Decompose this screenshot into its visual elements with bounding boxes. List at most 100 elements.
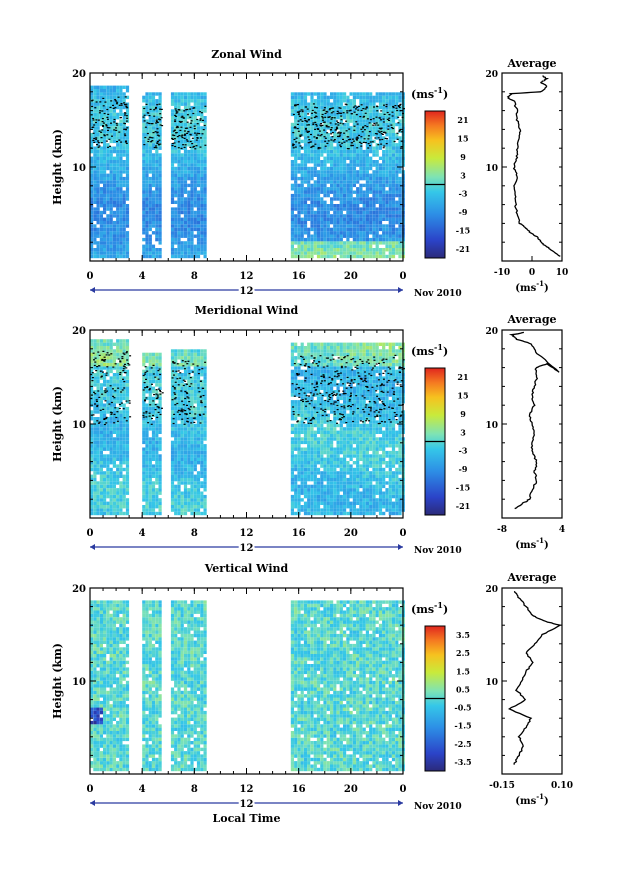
heatmap-cell: [106, 166, 110, 171]
heatmap-cell: [196, 461, 201, 465]
heatmap-cell: [200, 447, 204, 451]
heatmap-cell: [109, 447, 113, 451]
heatmap-cell: [320, 220, 324, 225]
heatmap-cell: [316, 207, 321, 211]
heatmap-cell: [336, 136, 340, 140]
heatmap-cell: [145, 149, 149, 154]
heatmap-cell: [183, 427, 188, 431]
heatmap-cell: [316, 105, 321, 110]
heatmap-cell: [200, 396, 204, 401]
heatmap-cell: [177, 129, 181, 133]
heatmap-cell: [187, 92, 191, 96]
heatmap-cell: [203, 505, 207, 509]
heatmap-cell: [200, 156, 204, 160]
heatmap-cell: [109, 369, 113, 374]
heatmap-cell: [391, 224, 396, 228]
heatmap-cell: [398, 193, 402, 198]
contour-mark: [353, 129, 356, 131]
heatmap-cell: [297, 95, 301, 100]
heatmap-cell: [151, 359, 156, 363]
contour-mark: [173, 142, 176, 144]
heatmap-cell: [183, 207, 188, 211]
heatmap-cell: [116, 413, 120, 417]
heatmap-cell: [99, 430, 103, 434]
heatmap-cell: [303, 254, 308, 259]
heatmap-cell: [323, 200, 327, 204]
heatmap-cell: [297, 143, 301, 147]
heatmap-cell: [307, 116, 311, 120]
heatmap-cell: [339, 139, 343, 144]
heatmap-cell: [109, 362, 113, 367]
contour-mark: [322, 117, 324, 119]
heatmap-cell: [365, 180, 369, 184]
heatmap-cell: [96, 457, 100, 461]
heatmap-cell: [200, 403, 204, 407]
heatmap-cell: [142, 450, 146, 455]
heatmap-cell: [294, 251, 298, 255]
heatmap-cell: [125, 413, 130, 417]
heatmap-cell: [180, 474, 184, 478]
heatmap-cell: [196, 190, 201, 194]
heatmap-cell: [382, 173, 386, 177]
heatmap-cell: [96, 369, 100, 374]
contour-mark: [294, 126, 297, 128]
heatmap-cell: [170, 396, 175, 401]
heatmap-cell: [116, 467, 120, 472]
heatmap-cell: [395, 217, 399, 221]
contour-mark: [308, 139, 311, 141]
heatmap-cell: [151, 376, 156, 380]
heatmap-cell: [177, 505, 181, 509]
heatmap-cell: [142, 454, 146, 458]
heatmap-cell: [90, 461, 94, 465]
heatmap-cell: [170, 508, 175, 512]
heatmap-cell: [200, 197, 204, 201]
contour-mark: [339, 144, 342, 146]
heatmap-cell: [155, 427, 159, 431]
heatmap-cell: [362, 241, 366, 245]
heatmap-cell: [93, 183, 97, 188]
heatmap-cell: [303, 210, 308, 215]
heatmap-cell: [96, 346, 100, 350]
contour-mark: [366, 126, 369, 128]
heatmap-cell: [93, 505, 97, 509]
heatmap-cell: [158, 136, 162, 140]
heatmap-cell: [180, 450, 184, 455]
contour-mark: [359, 116, 362, 118]
heatmap-cell: [307, 160, 311, 164]
heatmap-cell: [388, 180, 392, 184]
contour-mark: [115, 129, 118, 131]
heatmap-cell: [125, 146, 130, 150]
heatmap-cell: [316, 156, 321, 160]
heatmap-cell: [103, 183, 107, 188]
heatmap-cell: [90, 156, 94, 160]
heatmap-cell: [375, 166, 379, 171]
heatmap-cell: [339, 156, 343, 160]
heatmap-cell: [333, 237, 337, 242]
heatmap-cell: [310, 122, 314, 127]
heatmap-cell: [151, 379, 156, 384]
heatmap-cell: [183, 477, 188, 482]
heatmap-cell: [90, 390, 94, 394]
contour-mark: [156, 128, 159, 130]
heatmap-cell: [99, 244, 103, 248]
heatmap-cell: [122, 126, 126, 130]
contour-mark: [398, 130, 401, 132]
heatmap-cell: [346, 149, 350, 154]
contour-mark: [199, 111, 201, 113]
heatmap-cell: [158, 498, 162, 502]
heatmap-cell: [116, 210, 120, 215]
heatmap-cell: [385, 231, 389, 235]
heatmap-cell: [385, 180, 389, 184]
heatmap-cell: [142, 369, 146, 374]
heatmap-cell: [151, 190, 156, 194]
heatmap-cell: [180, 170, 184, 174]
heatmap-cell: [151, 450, 156, 455]
heatmap-cell: [148, 454, 152, 458]
heatmap-cell: [103, 112, 107, 117]
heatmap-cell: [96, 193, 100, 198]
heatmap-cell: [307, 143, 311, 147]
heatmap-cell: [142, 362, 146, 367]
heatmap-cell: [349, 163, 353, 167]
heatmap-cell: [93, 406, 97, 411]
heatmap-cell: [196, 214, 201, 218]
